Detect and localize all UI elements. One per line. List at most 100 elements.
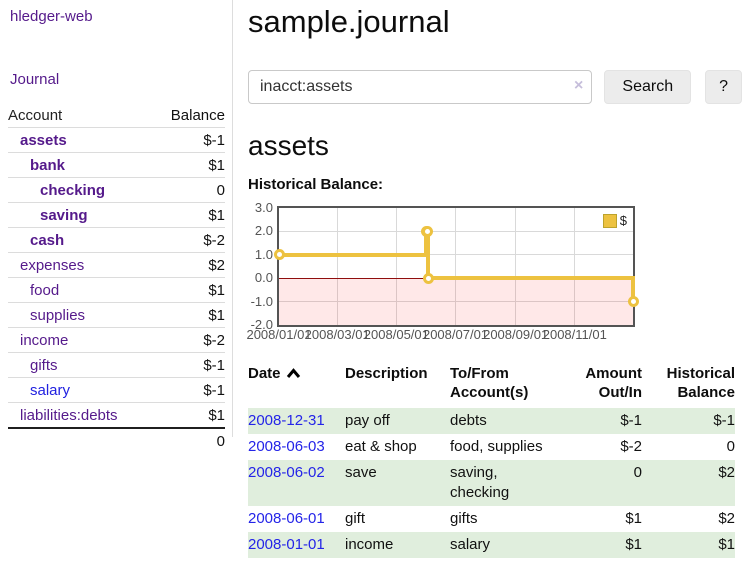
register-header-amount: Amount Out/In [585, 365, 642, 401]
sort-ascending-icon [286, 365, 301, 384]
account-balance: 0 [153, 177, 225, 203]
y-axis-tick-label: 0.0 [254, 270, 273, 286]
register-header-date[interactable]: Date [248, 364, 345, 408]
account-link-assets[interactable]: assets [20, 132, 67, 149]
register-row: 2008-06-03 eat & shop food, supplies $-2… [248, 434, 735, 460]
amount-cell: 0 [633, 464, 642, 481]
account-row-income: income $-2 [8, 327, 225, 353]
account-row-liabilities-debts: liabilities:debts $1 [8, 402, 225, 429]
accounts-cell: gifts [450, 510, 478, 527]
accounts-table: Account Balance assets $-1 bank $1 check… [8, 103, 225, 453]
register-table: Date Description To/From Account(s) Amou… [248, 364, 735, 558]
register-row: 2008-01-01 income salary $1 $1 [248, 532, 735, 558]
amount-cell: $1 [625, 536, 642, 553]
account-balance: $-1 [153, 127, 225, 153]
brand-link[interactable]: hledger-web [10, 8, 93, 25]
date-link[interactable]: 2008-06-03 [248, 438, 325, 455]
account-balance: $-1 [153, 377, 225, 403]
account-link-food[interactable]: food [30, 282, 60, 299]
date-link[interactable]: 2008-06-02 [248, 464, 325, 481]
account-balance: $-2 [153, 327, 225, 353]
help-button[interactable]: ? [705, 70, 742, 104]
x-axis-tick-label: 2008/05/01 [363, 327, 429, 342]
register-header-balance: Historical Balance [666, 365, 735, 401]
date-link[interactable]: 2008-06-01 [248, 510, 325, 527]
nav-journal-link[interactable]: Journal [10, 71, 60, 88]
account-row-supplies: supplies $1 [8, 302, 225, 328]
balance-cell: $2 [718, 464, 735, 481]
accounts-cell: saving, checking [450, 464, 510, 501]
register-row: 2008-06-01 gift gifts $1 $2 [248, 506, 735, 532]
y-axis-tick-label: -2.0 [250, 317, 273, 332]
account-link-income[interactable]: income [20, 332, 69, 349]
amount-cell: $-2 [620, 438, 642, 455]
amount-cell: $-1 [620, 412, 642, 429]
legend-swatch-icon [602, 213, 617, 228]
accounts-cell: food, supplies [450, 438, 543, 455]
accounts-total-row: 0 [8, 427, 225, 453]
y-axis-tick-label: 1.0 [254, 246, 273, 262]
register-row: 2008-06-02 save saving, checking 0 $2 [248, 460, 735, 506]
account-balance: $1 [153, 202, 225, 228]
balance-cell: 0 [726, 438, 735, 455]
search-input-wrap: × [248, 70, 593, 104]
x-axis-tick-label: 2008/11/01 [542, 327, 607, 342]
account-row-expenses: expenses $2 [8, 252, 225, 278]
description-cell: eat & shop [345, 438, 417, 455]
register-row: 2008-12-31 pay off debts $-1 $-1 [248, 408, 735, 434]
account-link-bank[interactable]: bank [30, 157, 66, 174]
account-link-gifts[interactable]: gifts [30, 357, 58, 374]
x-axis-tick-label: 2008/01/01 [246, 327, 312, 342]
accounts-total-value: 0 [153, 427, 225, 453]
account-row-assets: assets $-1 [8, 127, 225, 153]
search-input[interactable] [248, 70, 593, 104]
account-link-saving[interactable]: saving [40, 207, 88, 224]
account-link-cash[interactable]: cash [30, 232, 65, 249]
accounts-header-row: Account Balance [8, 103, 225, 128]
account-row-bank: bank $1 [8, 152, 225, 178]
account-link-salary[interactable]: salary [30, 382, 71, 399]
account-link-expenses[interactable]: expenses [20, 257, 85, 274]
account-balance: $1 [153, 302, 225, 328]
account-balance: $2 [153, 252, 225, 278]
chart-title: Historical Balance: [248, 176, 384, 193]
register-header-description: Description [345, 365, 428, 382]
y-axis-tick-label: 3.0 [254, 200, 273, 215]
description-cell: pay off [345, 412, 390, 429]
account-row-saving: saving $1 [8, 202, 225, 228]
accounts-header-balance: Balance [153, 103, 225, 128]
page-title: sample.journal [248, 4, 450, 39]
historical-balance-chart[interactable]: $ 3.0 2.0 1.0 0.0 -1.0 -2.0 2008/01/01 2008/03/… [246, 200, 742, 344]
account-link-supplies[interactable]: supplies [30, 307, 86, 324]
account-row-checking: checking 0 [8, 177, 225, 203]
account-row-cash: cash $-2 [8, 227, 225, 253]
balance-cell: $2 [718, 510, 735, 527]
account-balance: $1 [153, 402, 225, 429]
x-axis-tick-label: 2008/07/01 [422, 327, 489, 342]
account-link-liabilities-debts[interactable]: liabilities:debts [20, 407, 118, 424]
balance-cell: $-1 [713, 412, 735, 429]
account-link-checking[interactable]: checking [40, 182, 106, 199]
account-balance: $-2 [153, 227, 225, 253]
account-balance: $1 [153, 152, 225, 178]
x-axis-tick-label: 2008/03/01 [304, 327, 370, 342]
description-cell: gift [345, 510, 366, 527]
search-form: × Search ? [248, 70, 742, 104]
balance-cell: $1 [718, 536, 735, 553]
x-axis-tick-label: 2008/09/01 [483, 327, 549, 342]
accounts-cell: salary [450, 536, 491, 553]
chart-plot-area[interactable]: $ [273, 206, 639, 327]
accounts-header-account: Account [8, 103, 154, 128]
date-link[interactable]: 2008-01-01 [248, 536, 325, 553]
clear-search-icon[interactable]: × [574, 77, 584, 94]
date-link[interactable]: 2008-12-31 [248, 412, 325, 429]
account-row-gifts: gifts $-1 [8, 352, 225, 378]
description-cell: income [345, 536, 394, 553]
y-axis-tick-label: 2.0 [254, 223, 273, 239]
account-row-food: food $1 [8, 277, 225, 303]
sidebar: hledger-web Journal Account Balance asse… [0, 0, 233, 453]
account-title: assets [248, 130, 329, 161]
chart-legend: $ [600, 212, 629, 229]
account-row-salary: salary $-1 [8, 377, 225, 403]
search-button[interactable]: Search [604, 70, 692, 104]
